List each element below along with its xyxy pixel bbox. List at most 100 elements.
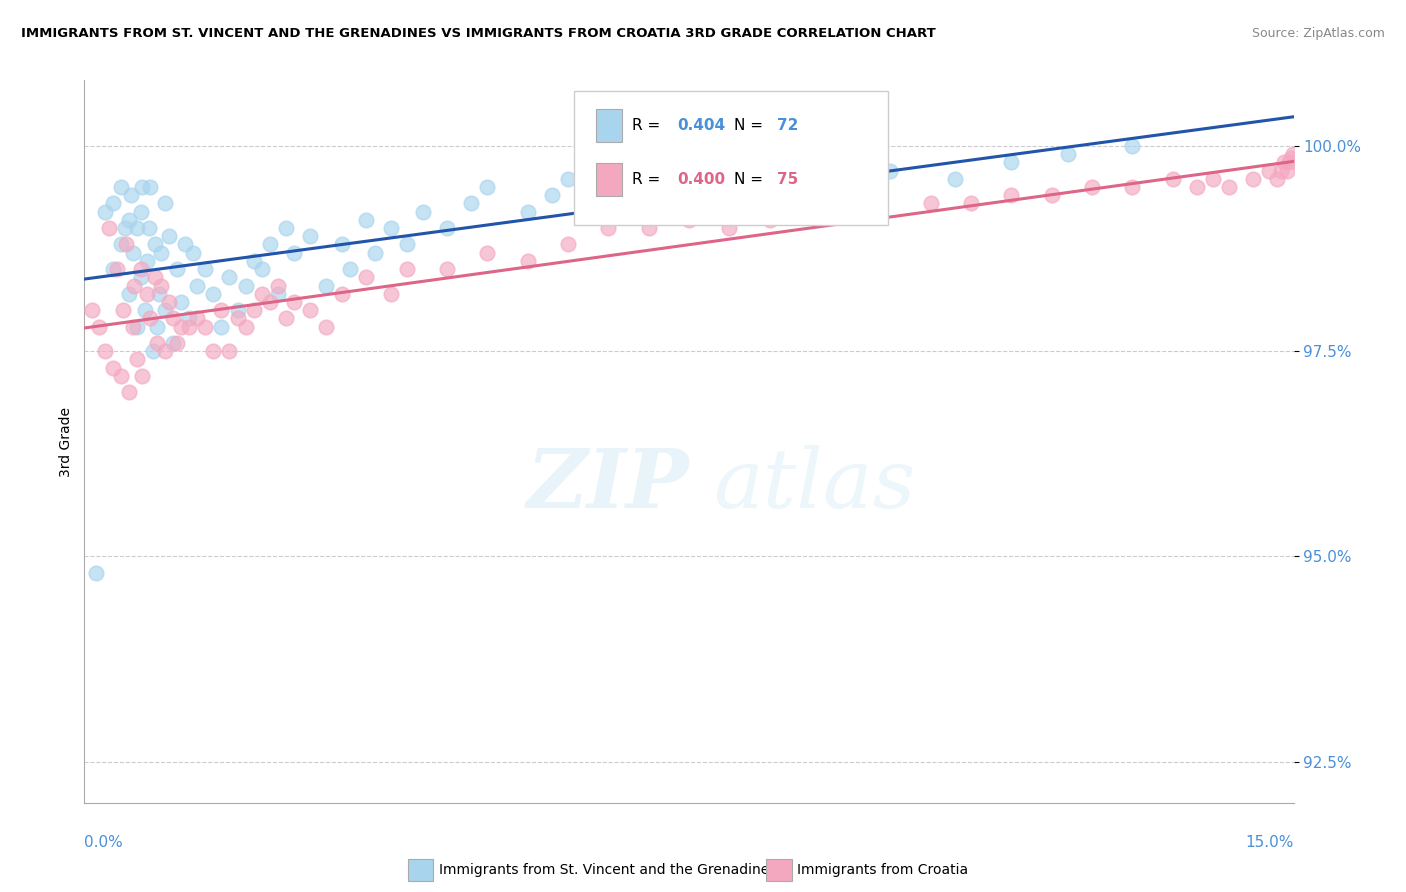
Point <box>250 286 273 301</box>
Point <box>146 319 169 334</box>
Bar <box>596 163 623 196</box>
FancyBboxPatch shape <box>574 91 889 225</box>
Point <box>259 237 281 252</box>
Point <box>143 270 166 285</box>
Point <box>101 262 124 277</box>
Point <box>170 295 193 310</box>
Point <box>110 237 132 252</box>
Point <box>299 303 322 318</box>
Point <box>598 221 620 235</box>
Point <box>118 385 141 400</box>
Point <box>170 319 193 334</box>
Point <box>758 171 780 186</box>
Point <box>356 270 378 285</box>
Point <box>356 212 378 227</box>
Point <box>101 360 124 375</box>
Point <box>131 368 153 383</box>
Point <box>129 204 152 219</box>
Point <box>143 237 166 252</box>
Point <box>186 311 208 326</box>
Text: 72: 72 <box>778 119 799 133</box>
Point <box>1275 163 1298 178</box>
Point <box>339 262 361 277</box>
Point <box>1218 180 1240 194</box>
Text: atlas: atlas <box>713 445 915 524</box>
Point <box>1270 163 1292 178</box>
Point <box>136 254 159 268</box>
Point <box>879 163 901 178</box>
Point <box>114 221 136 235</box>
Point <box>120 188 142 202</box>
Point <box>125 352 148 367</box>
Point <box>149 278 172 293</box>
Point <box>943 171 966 186</box>
Point <box>125 221 148 235</box>
Point <box>274 311 297 326</box>
Point <box>1161 171 1184 186</box>
Point <box>363 245 385 260</box>
Point <box>1278 155 1301 169</box>
Point <box>82 303 104 318</box>
Point <box>194 319 217 334</box>
Point <box>124 278 146 293</box>
Point <box>121 319 143 334</box>
Point <box>136 286 159 301</box>
Point <box>758 212 780 227</box>
Point <box>1056 147 1078 161</box>
Text: ZIP: ZIP <box>526 445 689 524</box>
Point <box>162 311 184 326</box>
Point <box>637 221 659 235</box>
Point <box>250 262 273 277</box>
Point <box>97 221 120 235</box>
Point <box>436 262 458 277</box>
Point <box>477 245 499 260</box>
Point <box>179 311 201 326</box>
Point <box>149 245 172 260</box>
Point <box>93 344 115 359</box>
Point <box>267 286 290 301</box>
Point <box>194 262 217 277</box>
Bar <box>596 109 623 142</box>
Point <box>138 221 160 235</box>
Point <box>139 311 162 326</box>
Point <box>209 303 232 318</box>
Point <box>1185 180 1208 194</box>
Point <box>1241 171 1264 186</box>
Point <box>166 336 188 351</box>
Point <box>218 270 240 285</box>
Point <box>516 204 538 219</box>
Point <box>259 295 281 310</box>
Point <box>283 245 305 260</box>
Point <box>1000 188 1022 202</box>
Text: Immigrants from Croatia: Immigrants from Croatia <box>797 863 969 877</box>
Text: N =: N = <box>734 119 768 133</box>
Point <box>242 254 264 268</box>
Point <box>146 336 169 351</box>
Point <box>330 286 353 301</box>
Point <box>101 196 124 211</box>
Point <box>920 196 942 211</box>
Point <box>125 319 148 334</box>
Text: R =: R = <box>633 172 665 187</box>
Point <box>226 303 249 318</box>
Point <box>110 368 132 383</box>
Point <box>181 245 204 260</box>
Point <box>1081 180 1104 194</box>
Point <box>839 204 862 219</box>
Point <box>131 180 153 194</box>
Point <box>678 212 700 227</box>
Point <box>516 254 538 268</box>
Point <box>1121 180 1143 194</box>
Point <box>226 311 249 326</box>
Point <box>235 278 257 293</box>
Point <box>380 221 402 235</box>
Point <box>93 204 115 219</box>
Point <box>814 180 837 194</box>
Point <box>395 237 418 252</box>
Point <box>1121 139 1143 153</box>
Point <box>799 204 821 219</box>
Point <box>86 566 108 580</box>
Point <box>315 319 337 334</box>
Point <box>118 212 141 227</box>
Point <box>166 262 188 277</box>
